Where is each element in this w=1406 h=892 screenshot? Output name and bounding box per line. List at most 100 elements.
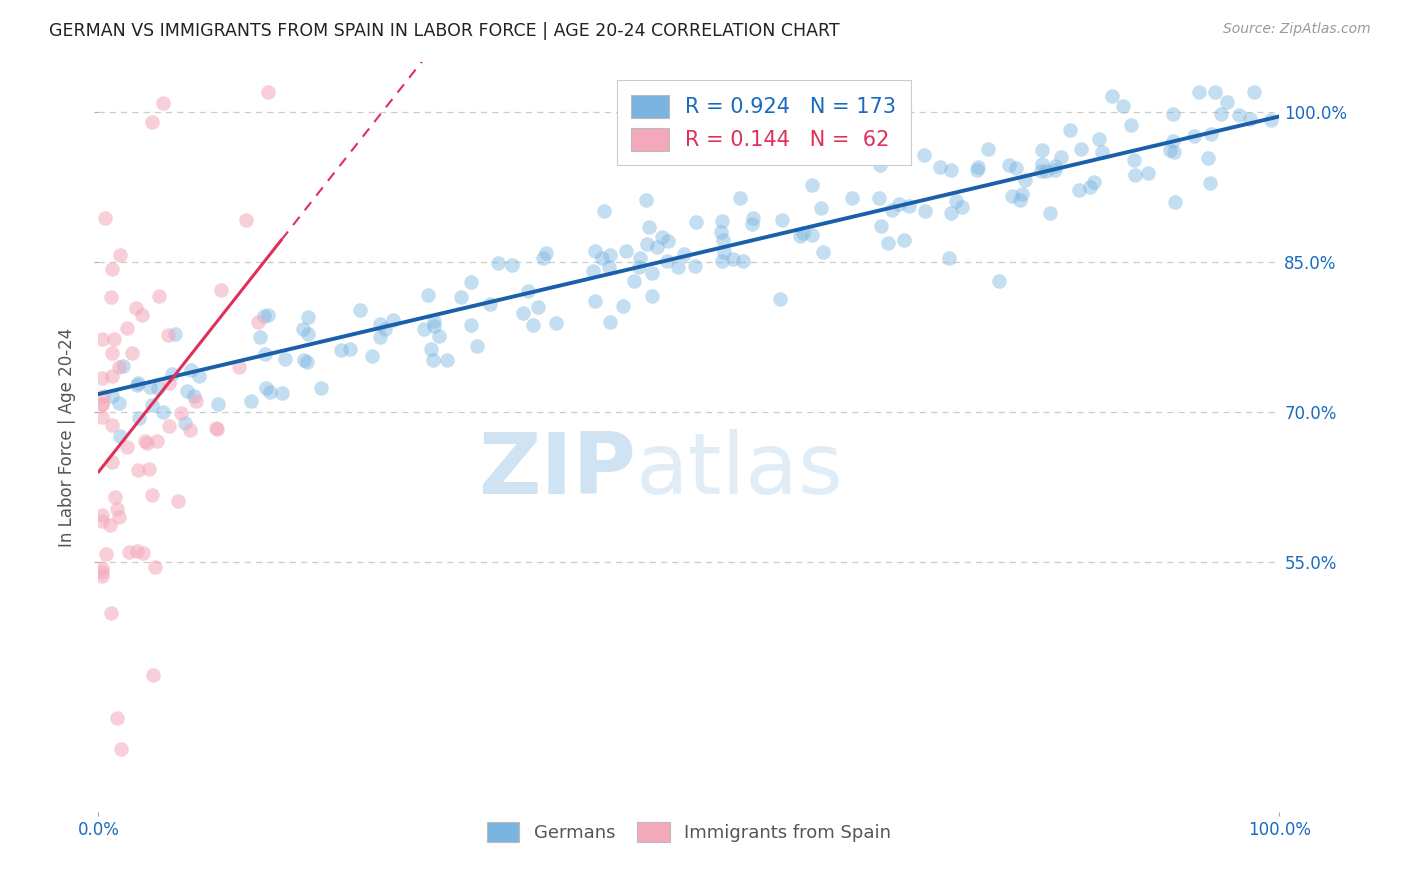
Point — [368, 330, 391, 344]
Point — [1211, 107, 1233, 121]
Point — [205, 422, 228, 436]
Point — [1163, 145, 1185, 159]
Point — [110, 248, 132, 262]
Point — [91, 397, 114, 411]
Point — [811, 244, 834, 259]
Point — [1031, 164, 1053, 178]
Point — [142, 667, 165, 681]
Point — [240, 394, 263, 409]
Point — [1123, 153, 1146, 168]
Point — [876, 236, 898, 251]
Point — [742, 211, 765, 225]
Point — [152, 95, 174, 110]
Y-axis label: In Labor Force | Age 20-24: In Labor Force | Age 20-24 — [58, 327, 76, 547]
Point — [1227, 108, 1250, 122]
Point — [870, 219, 893, 233]
Point — [685, 215, 707, 229]
Point — [655, 253, 678, 268]
Point — [1199, 176, 1222, 190]
Point — [882, 202, 904, 217]
Point — [527, 300, 550, 314]
Point — [101, 369, 124, 384]
Point — [1159, 143, 1181, 157]
Point — [138, 462, 160, 476]
Point — [593, 203, 616, 218]
Point — [966, 160, 988, 174]
Point — [107, 360, 129, 375]
Point — [91, 568, 114, 582]
Text: ZIP: ZIP — [478, 429, 636, 512]
Point — [339, 342, 361, 356]
Point — [103, 332, 125, 346]
Point — [259, 385, 281, 400]
Point — [1239, 112, 1261, 126]
Point — [295, 355, 318, 369]
Point — [988, 274, 1011, 288]
Point — [422, 353, 444, 368]
Point — [976, 142, 998, 156]
Point — [254, 381, 277, 395]
Point — [207, 397, 229, 411]
Point — [721, 252, 744, 266]
Point — [91, 514, 114, 528]
Point — [209, 283, 232, 297]
Point — [165, 327, 187, 342]
Legend: Germans, Immigrants from Spain: Germans, Immigrants from Spain — [478, 814, 900, 851]
Point — [1011, 187, 1033, 202]
Point — [131, 309, 153, 323]
Point — [522, 318, 544, 332]
Point — [100, 262, 122, 277]
Point — [938, 251, 960, 265]
Point — [1243, 86, 1265, 100]
Point — [94, 211, 117, 226]
Point — [733, 253, 755, 268]
Point — [789, 228, 811, 243]
Point — [531, 251, 554, 265]
Point — [1161, 107, 1184, 121]
Point — [1070, 142, 1092, 156]
Point — [467, 339, 489, 353]
Point — [91, 332, 114, 346]
Point — [1083, 175, 1105, 189]
Point — [368, 318, 391, 332]
Point — [628, 251, 651, 265]
Point — [1188, 86, 1211, 100]
Point — [429, 328, 451, 343]
Point — [612, 299, 634, 313]
Point — [361, 349, 384, 363]
Point — [349, 302, 371, 317]
Point — [297, 326, 319, 341]
Point — [657, 234, 679, 248]
Point — [1216, 95, 1239, 109]
Point — [252, 310, 274, 324]
Point — [1101, 89, 1123, 103]
Point — [257, 86, 280, 100]
Point — [1197, 151, 1219, 165]
Point — [91, 397, 114, 411]
Point — [423, 318, 446, 333]
Point — [928, 160, 950, 174]
Point — [235, 213, 257, 227]
Point — [152, 404, 174, 418]
Point — [728, 191, 751, 205]
Point — [132, 546, 155, 560]
Point — [666, 260, 689, 274]
Point — [125, 301, 148, 316]
Point — [111, 359, 134, 373]
Point — [673, 246, 696, 260]
Point — [143, 559, 166, 574]
Point — [228, 359, 250, 374]
Point — [1005, 161, 1028, 176]
Point — [186, 393, 208, 408]
Point — [121, 345, 143, 359]
Point — [436, 353, 458, 368]
Point — [127, 378, 149, 392]
Point — [105, 501, 128, 516]
Point — [100, 606, 122, 620]
Point — [710, 225, 733, 239]
Point — [1014, 173, 1036, 187]
Point — [1091, 145, 1114, 159]
Point — [141, 115, 163, 129]
Point — [941, 206, 963, 220]
Point — [91, 508, 114, 522]
